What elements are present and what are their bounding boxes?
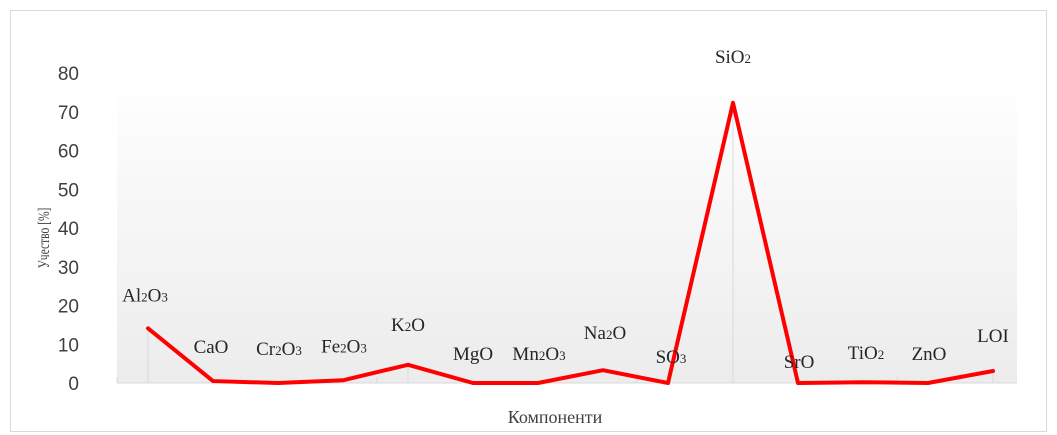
label-text: SO: [656, 347, 680, 368]
label-text: K: [391, 315, 405, 336]
label-text: Al: [122, 285, 141, 306]
label-text: O: [347, 336, 361, 357]
label-subscript: 2: [539, 348, 546, 363]
label-text: LOI: [977, 326, 1009, 347]
data-label: CaO: [194, 337, 229, 358]
data-label: ZnO: [912, 344, 947, 365]
y-axis-title: Учество [%]: [36, 208, 53, 269]
label-text: Cr: [256, 339, 276, 360]
data-label: Mn2O3: [512, 344, 565, 365]
label-text: Fe: [321, 336, 340, 357]
label-text: O: [545, 344, 559, 365]
label-subscript: 2: [275, 343, 282, 358]
label-text: O: [612, 323, 626, 344]
label-text: TiO: [848, 343, 878, 364]
label-text: MgO: [453, 344, 493, 365]
y-tick-label: 80: [58, 64, 79, 85]
x-axis-title: Компоненти: [508, 407, 603, 427]
y-tick-label: 50: [58, 180, 79, 201]
data-label: SiO2: [715, 47, 751, 68]
y-tick-label: 60: [58, 142, 79, 163]
label-subscript: 3: [161, 289, 168, 304]
label-subscript: 2: [745, 51, 752, 66]
label-text: O: [148, 285, 162, 306]
y-tick-label: 70: [58, 103, 79, 124]
y-tick-label: 30: [58, 258, 79, 279]
label-text: O: [282, 339, 296, 360]
data-label: Na2O: [584, 323, 626, 344]
label-text: SrO: [784, 352, 815, 373]
label-subscript: 3: [295, 343, 302, 358]
data-label: Cr2O3: [256, 339, 302, 360]
label-subscript: 3: [680, 351, 687, 366]
plot-area: [117, 73, 1017, 383]
label-text: Na: [584, 323, 607, 344]
data-label: Al2O3: [122, 285, 168, 306]
label-text: Mn: [512, 344, 539, 365]
data-label: SO3: [656, 347, 687, 368]
label-text: SiO: [715, 47, 745, 68]
label-subscript: 2: [340, 340, 347, 355]
data-label: K2O: [391, 315, 425, 336]
y-tick-label: 20: [58, 297, 79, 318]
series-line: [146, 100, 995, 385]
label-subscript: 2: [606, 327, 613, 342]
data-label: MgO: [453, 344, 493, 365]
label-text: O: [411, 315, 425, 336]
data-label: TiO2: [848, 343, 884, 364]
y-tick-label: 40: [58, 219, 79, 240]
y-tick-label: 10: [58, 335, 79, 356]
label-subscript: 3: [559, 348, 566, 363]
label-subscript: 3: [360, 340, 367, 355]
label-subscript: 2: [878, 347, 885, 362]
chart-frame: 0 10 20 30 40 50 60 70 80 Al2O3 CaO Cr2O3 Fe2O3 K2O M…: [10, 10, 1047, 432]
label-text: ZnO: [912, 344, 947, 365]
label-text: CaO: [194, 337, 229, 358]
y-tick-label: 0: [68, 374, 79, 395]
label-subscript: 2: [405, 319, 412, 334]
label-subscript: 2: [141, 289, 148, 304]
data-label: SrO: [784, 352, 815, 373]
data-label: LOI: [977, 326, 1009, 347]
data-label: Fe2O3: [321, 336, 367, 357]
